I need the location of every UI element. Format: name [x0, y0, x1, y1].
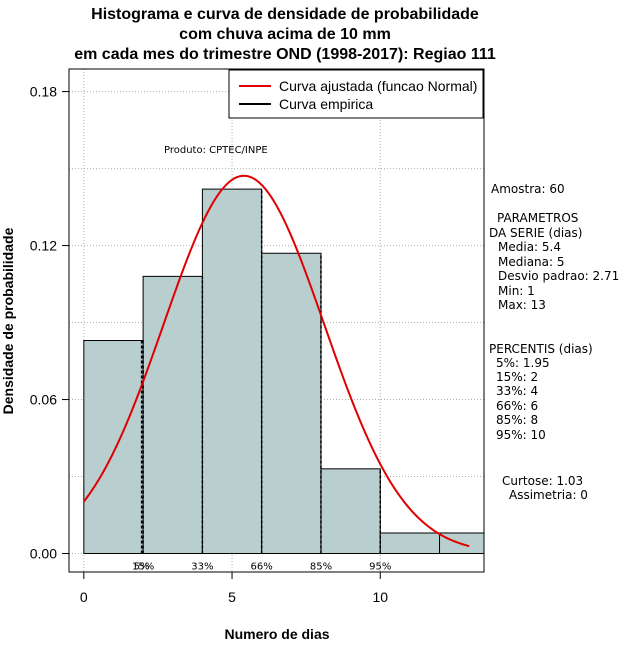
percentile-marker-label: 66%	[251, 562, 273, 573]
legend-box	[228, 69, 484, 119]
stat-mean: Media: 5.4	[498, 240, 561, 254]
percentile-marker-label: 95%	[369, 562, 391, 573]
params-title-2: DA SERIE (dias)	[489, 226, 583, 240]
histogram-bar	[83, 340, 144, 555]
x-tick-label: 5	[228, 589, 236, 605]
percentile-marker-label: 85%	[310, 562, 332, 573]
x-tick-label: 10	[372, 589, 388, 605]
chart-title-line-3: em cada mes do trimestre OND (1998-2017)…	[74, 46, 496, 63]
x-axis-label: Numero de dias	[224, 626, 329, 642]
params-title-1: PARAMETROS	[497, 211, 579, 225]
product-label: Produto: CPTEC/INPE	[164, 145, 268, 156]
stat-sd: Desvio padrao: 2.71	[498, 269, 620, 283]
x-tick-label: 0	[80, 589, 88, 605]
sample-size: Amostra: 60	[491, 182, 565, 196]
percentile-95: 95%: 10	[496, 428, 546, 442]
stat-skewness: Assimetria: 0	[509, 488, 588, 502]
y-tick-label: 0.06	[30, 392, 57, 408]
y-tick-label: 0.12	[30, 238, 57, 254]
stat-min: Min: 1	[498, 284, 535, 298]
histogram-bar	[201, 188, 263, 555]
histogram-bar	[261, 252, 322, 555]
legend: Curva ajustada (funcao Normal) Curva emp…	[228, 69, 484, 119]
fitted-normal-curve	[83, 174, 470, 548]
chart-title-line-2: com chuva acima de 10 mm	[179, 26, 391, 43]
percentile-marker-label: 33%	[191, 562, 213, 573]
percentile-66: 66%: 6	[496, 399, 539, 413]
histogram-bar	[379, 532, 441, 555]
stat-median: Mediana: 5	[498, 255, 565, 269]
percentiles-title: PERCENTIS (dias)	[489, 342, 593, 356]
percentile-85: 85%: 8	[496, 413, 539, 427]
stat-kurtosis: Curtose: 1.03	[502, 474, 584, 488]
legend-fitted-label: Curva ajustada (funcao Normal)	[279, 78, 477, 94]
percentile-5: 5%: 1.95	[496, 356, 550, 370]
chart-title-line-1: Histograma e curva de densidade de proba…	[91, 6, 479, 23]
percentile-33: 33%: 4	[496, 384, 539, 398]
y-tick-label: 0.00	[30, 546, 57, 562]
percentile-marker-label: 15%	[132, 562, 154, 573]
legend-empirical-label: Curva empirica	[279, 96, 373, 112]
histogram-bar	[320, 468, 381, 555]
y-tick-label: 0.18	[30, 84, 57, 100]
percentile-15: 15%: 2	[496, 370, 539, 384]
histogram-bar	[142, 275, 203, 555]
percentile-marker-label: 5%	[134, 562, 150, 573]
stat-max: Max: 13	[498, 298, 546, 312]
y-axis-label: Densidade de probabilidade	[0, 227, 16, 414]
